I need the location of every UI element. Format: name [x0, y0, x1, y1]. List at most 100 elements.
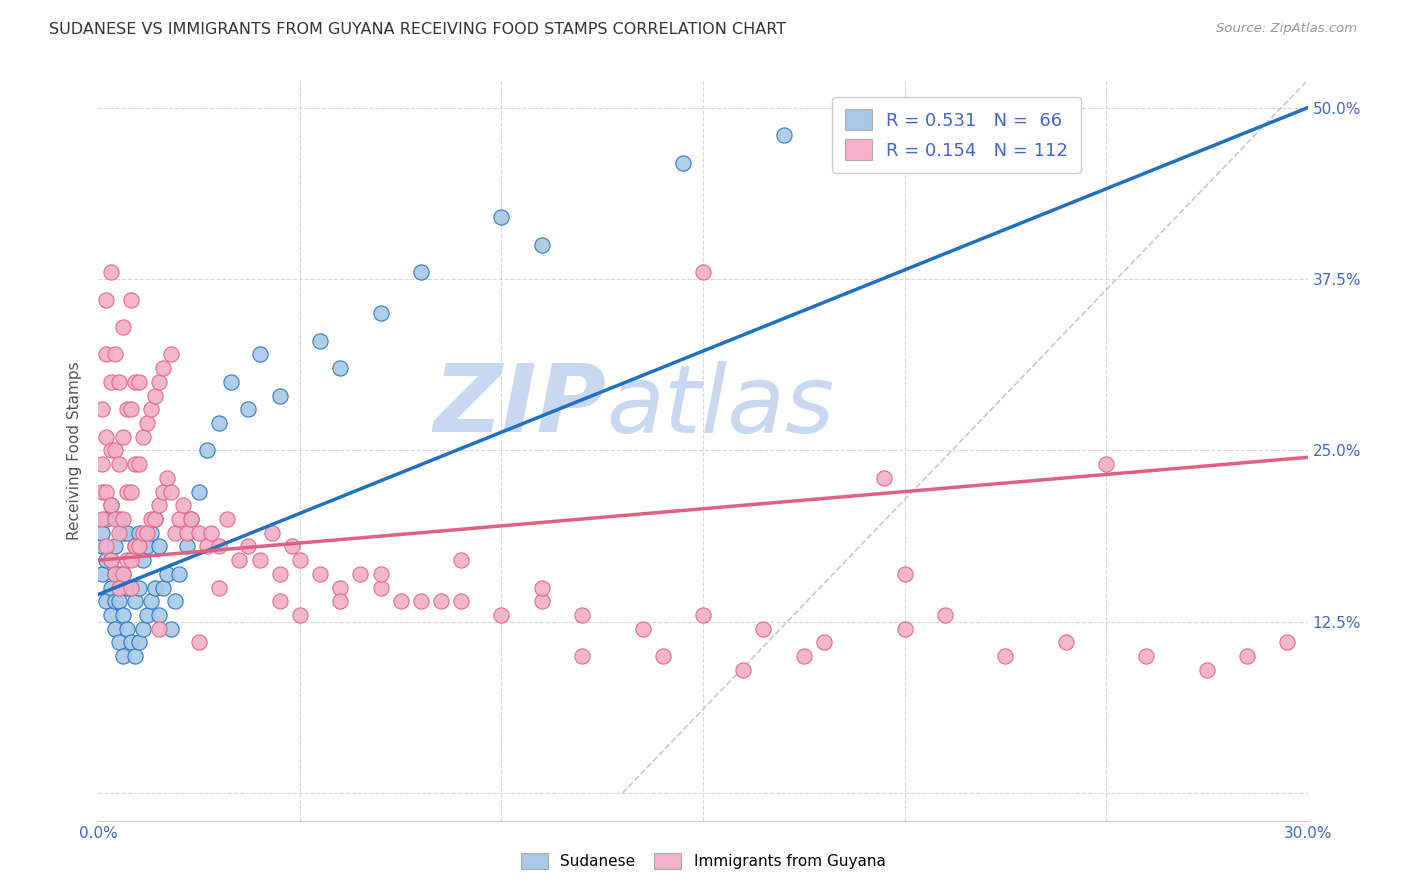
Point: [288, 607, 311, 622]
Point: [180, 512, 202, 526]
Point: [893, 622, 915, 636]
Point: [132, 622, 155, 636]
Point: [994, 649, 1017, 664]
Point: [329, 361, 352, 376]
Point: [132, 430, 155, 444]
Legend: R = 0.531   N =  66, R = 0.154   N = 112: R = 0.531 N = 66, R = 0.154 N = 112: [832, 96, 1081, 173]
Text: Source: ZipAtlas.com: Source: ZipAtlas.com: [1216, 22, 1357, 36]
Point: [100, 498, 122, 512]
Point: [1054, 635, 1077, 649]
Point: [135, 416, 157, 430]
Point: [733, 663, 755, 677]
Point: [124, 457, 146, 471]
Point: [236, 402, 259, 417]
Point: [772, 128, 794, 142]
Point: [167, 566, 190, 581]
Point: [249, 553, 271, 567]
Point: [115, 484, 138, 499]
Point: [228, 553, 250, 567]
Point: [200, 525, 222, 540]
Point: [100, 581, 122, 595]
Point: [281, 540, 304, 554]
Point: [176, 525, 198, 540]
Point: [111, 649, 134, 664]
Point: [208, 540, 231, 554]
Point: [111, 430, 134, 444]
Point: [491, 607, 513, 622]
Point: [100, 265, 122, 279]
Point: [120, 293, 142, 307]
Y-axis label: Receiving Food Stamps: Receiving Food Stamps: [67, 361, 83, 540]
Point: [217, 512, 239, 526]
Point: [111, 566, 134, 581]
Point: [91, 484, 114, 499]
Point: [309, 334, 332, 348]
Point: [107, 594, 129, 608]
Point: [389, 594, 412, 608]
Point: [143, 581, 166, 595]
Point: [115, 553, 138, 567]
Point: [409, 265, 432, 279]
Point: [651, 649, 673, 664]
Point: [124, 649, 146, 664]
Point: [111, 525, 134, 540]
Point: [163, 525, 186, 540]
Point: [120, 553, 142, 567]
Point: [139, 525, 162, 540]
Point: [120, 402, 142, 417]
Point: [100, 553, 122, 567]
Point: [107, 375, 129, 389]
Point: [115, 581, 138, 595]
Point: [100, 375, 122, 389]
Point: [160, 484, 183, 499]
Point: [188, 484, 211, 499]
Point: [934, 607, 956, 622]
Point: [128, 525, 150, 540]
Point: [188, 525, 211, 540]
Point: [107, 581, 129, 595]
Point: [530, 581, 553, 595]
Point: [349, 566, 371, 581]
Point: [236, 540, 259, 554]
Point: [148, 540, 170, 554]
Point: [672, 155, 695, 169]
Point: [172, 498, 194, 512]
Point: [148, 375, 170, 389]
Point: [188, 635, 211, 649]
Point: [491, 211, 513, 225]
Point: [269, 389, 291, 403]
Point: [135, 607, 157, 622]
Point: [195, 443, 218, 458]
Point: [370, 566, 392, 581]
Point: [180, 512, 202, 526]
Point: [111, 566, 134, 581]
Point: [148, 607, 170, 622]
Point: [167, 512, 190, 526]
Point: [96, 484, 118, 499]
Point: [288, 553, 311, 567]
Point: [893, 566, 915, 581]
Point: [631, 622, 654, 636]
Point: [692, 607, 714, 622]
Point: [139, 512, 162, 526]
Point: [571, 649, 593, 664]
Point: [152, 484, 174, 499]
Point: [152, 361, 174, 376]
Point: [370, 306, 392, 320]
Point: [752, 622, 775, 636]
Point: [103, 443, 125, 458]
Point: [1195, 663, 1218, 677]
Text: SUDANESE VS IMMIGRANTS FROM GUYANA RECEIVING FOOD STAMPS CORRELATION CHART: SUDANESE VS IMMIGRANTS FROM GUYANA RECEI…: [49, 22, 786, 37]
Point: [163, 594, 186, 608]
Point: [135, 540, 157, 554]
Point: [143, 389, 166, 403]
Point: [96, 293, 118, 307]
Point: [107, 566, 129, 581]
Point: [148, 498, 170, 512]
Point: [103, 566, 125, 581]
Point: [100, 607, 122, 622]
Point: [96, 594, 118, 608]
Point: [128, 540, 150, 554]
Point: [107, 457, 129, 471]
Point: [260, 525, 283, 540]
